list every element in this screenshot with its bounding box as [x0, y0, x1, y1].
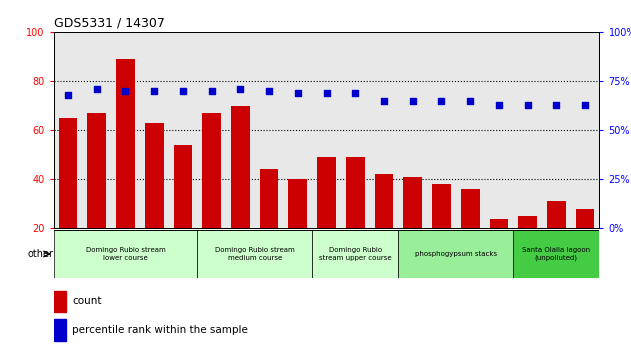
Text: GDS5331 / 14307: GDS5331 / 14307 — [54, 16, 165, 29]
Point — [206, 88, 216, 94]
Point — [551, 102, 562, 107]
Bar — [260, 170, 278, 278]
Text: Domingo Rubio stream
medium course: Domingo Rubio stream medium course — [215, 247, 295, 261]
Bar — [288, 179, 307, 278]
Bar — [375, 174, 393, 278]
Point — [235, 86, 245, 92]
Bar — [54, 291, 66, 312]
Point — [350, 90, 360, 96]
Point — [465, 98, 475, 103]
Bar — [317, 157, 336, 278]
Bar — [432, 184, 451, 278]
Point — [63, 92, 73, 98]
Bar — [87, 113, 106, 278]
Point — [408, 98, 418, 103]
Point — [379, 98, 389, 103]
Text: Domingo Rubio
stream upper course: Domingo Rubio stream upper course — [319, 247, 392, 261]
Point — [522, 102, 533, 107]
Point — [580, 102, 590, 107]
Bar — [575, 209, 594, 278]
Bar — [547, 201, 566, 278]
Bar — [461, 189, 480, 278]
Text: Domingo Rubio stream
lower course: Domingo Rubio stream lower course — [86, 247, 165, 261]
Bar — [54, 319, 66, 341]
Text: Santa Olalla lagoon
(unpolluted): Santa Olalla lagoon (unpolluted) — [522, 247, 591, 261]
Bar — [312, 230, 398, 278]
Point — [149, 88, 159, 94]
Bar — [59, 118, 78, 278]
Bar — [346, 157, 365, 278]
Point — [437, 98, 447, 103]
Bar — [403, 177, 422, 278]
Bar — [513, 230, 599, 278]
Bar — [174, 145, 192, 278]
Text: phosphogypsum stacks: phosphogypsum stacks — [415, 251, 497, 257]
Bar — [490, 218, 508, 278]
Point — [293, 90, 303, 96]
Text: percentile rank within the sample: percentile rank within the sample — [72, 325, 248, 335]
Bar — [116, 59, 135, 278]
Text: other: other — [28, 249, 54, 259]
Bar — [231, 105, 250, 278]
Bar — [398, 230, 513, 278]
Bar — [203, 113, 221, 278]
Point — [494, 102, 504, 107]
Bar — [518, 216, 537, 278]
Point — [264, 88, 274, 94]
Point — [178, 88, 188, 94]
Bar — [145, 123, 163, 278]
Bar — [198, 230, 312, 278]
Bar — [54, 230, 198, 278]
Point — [121, 88, 131, 94]
Text: count: count — [72, 296, 102, 307]
Point — [91, 86, 102, 92]
Point — [321, 90, 332, 96]
